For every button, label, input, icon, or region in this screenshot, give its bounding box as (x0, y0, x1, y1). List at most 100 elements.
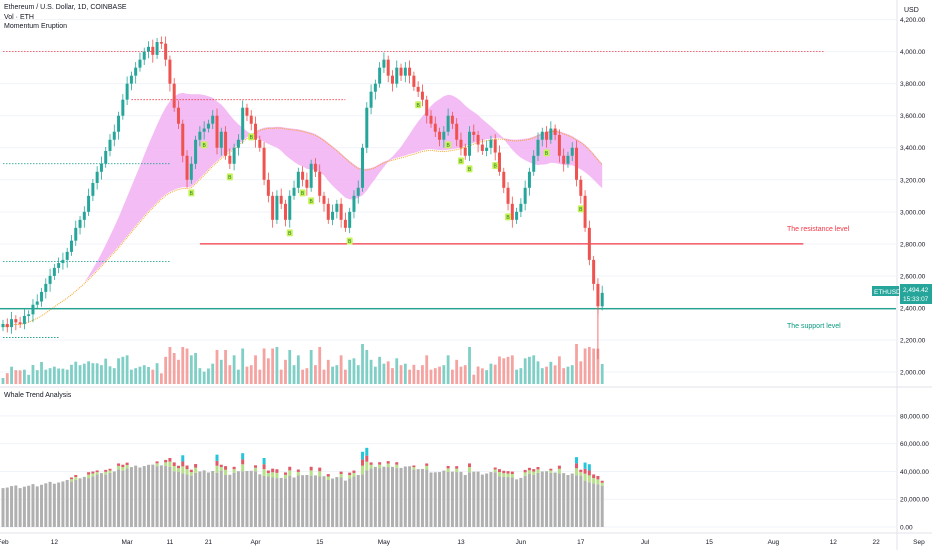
buy-signal-marker (492, 162, 499, 170)
whale-bar-base (65, 479, 69, 527)
volume-bar (219, 359, 223, 384)
whale-bar-green (125, 465, 129, 469)
volume-bar (382, 363, 386, 384)
badge-ticker: ETHUSD (874, 289, 901, 296)
x-tick-label: 21 (205, 539, 213, 546)
volume-bar (155, 363, 159, 384)
whale-bar-green (168, 461, 172, 467)
volume-bar (125, 355, 129, 384)
candle-body (266, 179, 270, 196)
x-tick-label: Jul (641, 539, 650, 546)
volume-bar (100, 365, 103, 384)
whale-bar-base (519, 477, 523, 527)
volume-bar (301, 369, 304, 384)
candle-body (142, 51, 146, 60)
candle-body (476, 134, 480, 145)
whale-bar-base (159, 465, 163, 527)
whale-bar-base (395, 468, 399, 527)
whale-bar-green (378, 464, 382, 469)
symbol-title[interactable]: Ethereum / U.S. Dollar, 1D, COINBASE (4, 4, 127, 11)
volume-bar (262, 348, 266, 384)
candle-body (575, 147, 579, 180)
volume-bar (104, 358, 108, 384)
whale-bar-green (121, 467, 125, 471)
whale-bar-base (40, 484, 44, 527)
candle-body (219, 131, 223, 148)
whale-bar-red (168, 458, 172, 462)
whale-y-tick-label: 20,000.00 (900, 497, 929, 504)
volume-indicator-label[interactable]: Vol · ETH (4, 14, 34, 21)
volume-bar (112, 368, 116, 384)
volume-bar (35, 370, 39, 384)
whale-bar-red (455, 466, 459, 469)
whale-bar-base (412, 469, 416, 527)
whale-bar-base (185, 474, 189, 527)
whale-bar-base (318, 476, 322, 527)
volume-bar (399, 365, 403, 384)
candle-body (288, 195, 292, 220)
volume-bar (142, 365, 146, 384)
whale-bar-base (206, 472, 210, 527)
buy-signal-marker (577, 205, 584, 213)
whale-bar-red (395, 462, 399, 465)
candle-body (386, 59, 390, 76)
candle-body (442, 131, 446, 140)
volume-bars (1, 344, 604, 384)
candle-body (224, 131, 228, 156)
buy-signal-marker (505, 213, 512, 221)
whale-bar-base (258, 474, 262, 527)
whale-bar-base (549, 472, 553, 527)
volume-bar (61, 368, 65, 384)
y-tick-label: 2,600.00 (900, 273, 926, 280)
volume-bar (91, 363, 95, 384)
whale-bar-green (172, 466, 176, 472)
candle-body (416, 86, 420, 92)
candle-body (463, 147, 467, 156)
candle-body (138, 59, 142, 68)
whale-bar-base (87, 478, 91, 527)
volume-bar (348, 359, 352, 384)
whale-bar-base (215, 472, 219, 527)
candle-body (506, 187, 510, 204)
volume-bar (5, 373, 9, 384)
candle-body (215, 115, 219, 148)
whale-bar-cyan (181, 455, 185, 462)
whale-bar-red (412, 465, 416, 468)
whale-bar-green (224, 469, 228, 475)
buy-signal-marker (299, 189, 306, 197)
whale-bar-base (523, 475, 527, 527)
whale-bar-base (69, 481, 73, 527)
whale-bar-green (176, 468, 180, 472)
whale-bar-red (176, 465, 180, 469)
whale-bar-red (596, 475, 600, 480)
volume-bar (224, 350, 227, 384)
whale-bar-green (497, 472, 501, 477)
candle-body (74, 227, 78, 241)
candle-body (536, 139, 540, 156)
volume-bar (528, 356, 531, 384)
volume-bar (438, 366, 441, 384)
volume-bar (194, 353, 197, 384)
volume-bar (335, 365, 339, 384)
whale-bar-base (442, 470, 446, 527)
volume-bar (476, 366, 480, 384)
buy-signal-glyph: B (468, 167, 472, 173)
candle-body (468, 131, 472, 156)
currency-label[interactable]: USD (904, 7, 919, 14)
whale-bar-base (365, 470, 369, 527)
candle-body (91, 182, 95, 196)
volume-bar (459, 366, 463, 384)
buy-signal-glyph: B (446, 143, 450, 149)
candle-body (1, 323, 5, 328)
candle-body (108, 139, 112, 151)
whale-bar-base (562, 473, 566, 527)
whale-bar-base (545, 471, 549, 527)
candle-body (378, 67, 382, 84)
momentum-indicator-label[interactable]: Momentum Eruption (4, 23, 68, 30)
candle-body (228, 155, 232, 164)
whale-bar-red (232, 466, 236, 470)
whale-bar-base (112, 471, 116, 527)
volume-bar (468, 347, 471, 384)
whale-bar-green (194, 467, 198, 473)
